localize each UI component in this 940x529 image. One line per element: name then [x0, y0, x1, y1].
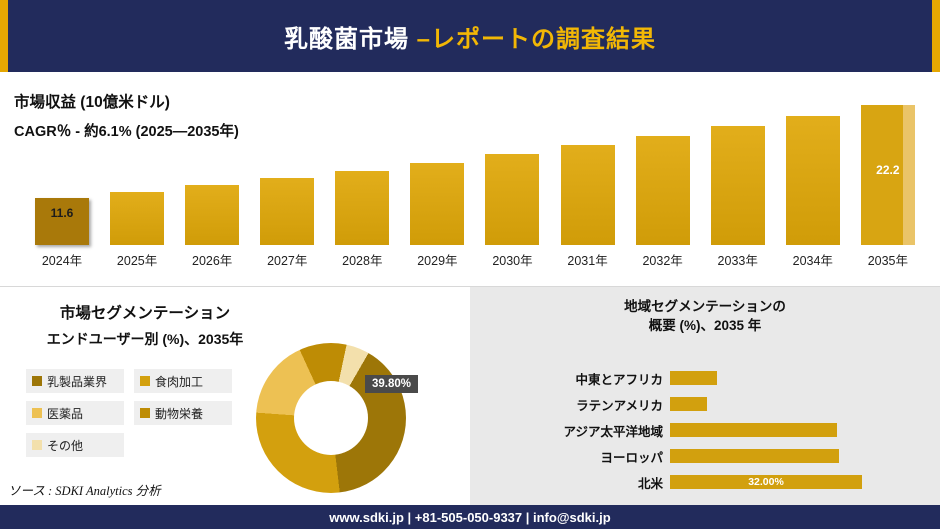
page-title: 乳酸菌市場 –レポートの調査結果	[284, 19, 656, 54]
region-row: ラテンアメリカ	[470, 391, 940, 417]
region-bar	[670, 423, 837, 437]
header-accent-left	[0, 0, 8, 72]
revenue-bar-group: 2030年	[484, 154, 540, 275]
revenue-chart-title: 市場収益 (10億米ドル)	[14, 94, 170, 111]
bottom-panels: 市場セグメンテーション エンドユーザー別 (%)、2035年 乳製品業界 食肉加工…	[0, 287, 940, 505]
region-bar	[670, 371, 717, 385]
legend-swatch-icon	[32, 440, 42, 450]
revenue-bar-chart: 11.6 2024年 2025年 2026年 2027年 2028年 2029年 2030年 2…	[34, 105, 916, 275]
bar-category-label: 2032年	[642, 254, 683, 268]
legend-swatch-icon	[32, 408, 42, 418]
revenue-bar-group: 22.2 2035年	[860, 105, 916, 275]
revenue-bar-group: 2032年	[635, 136, 691, 275]
regional-segmentation-panel: 地域セグメンテーションの 概要 (%)、2035 年 中東とアフリカ ラテンアメリ…	[470, 287, 940, 505]
regional-title-line2: 概要 (%)、2035 年	[648, 318, 762, 333]
revenue-bar	[335, 171, 390, 245]
revenue-cagr-subtitle: CAGR％ - 約6.1% (2025―2035年)	[14, 124, 239, 140]
revenue-bar-group: 2028年	[334, 171, 390, 275]
legend-swatch-icon	[140, 376, 150, 386]
legend-label: 動物栄養	[155, 406, 204, 421]
revenue-bar-group: 2025年	[109, 192, 165, 275]
footer-banner: www.sdki.jp | +81-505-050-9337 | info@sd…	[0, 505, 940, 529]
region-label: 北米	[637, 476, 663, 491]
legend-item: 乳製品業界	[26, 369, 124, 393]
bar-category-label: 2033年	[717, 254, 758, 268]
bar-value-label: 22.2	[876, 163, 900, 177]
regional-bar-chart: 中東とアフリカ ラテンアメリカアジア太平洋地域ヨーロッパ北米 32.00%	[470, 365, 940, 495]
revenue-bar	[110, 192, 165, 245]
bar-category-label: 2034年	[792, 254, 833, 268]
bar-category-label: 2026年	[192, 254, 233, 268]
revenue-bar	[560, 145, 615, 245]
revenue-bar: 11.6	[35, 198, 89, 245]
region-row: アジア太平洋地域	[470, 417, 940, 443]
region-label: 中東とアフリカ	[575, 372, 663, 387]
region-row: ヨーロッパ	[470, 443, 940, 469]
revenue-bar	[710, 126, 765, 245]
revenue-bar	[785, 116, 840, 245]
revenue-bar-group: 2026年	[184, 185, 240, 275]
revenue-bar-group: 2027年	[259, 178, 315, 275]
region-label: ヨーロッパ	[600, 450, 663, 465]
region-bar-value-label: 32.00%	[748, 476, 784, 488]
legend-swatch-icon	[140, 408, 150, 418]
header-accent-right	[932, 0, 940, 72]
region-row: 北米 32.00%	[470, 469, 940, 495]
legend-item: 動物栄養	[134, 401, 232, 425]
region-bar	[670, 397, 707, 411]
revenue-bar-group: 2029年	[409, 163, 465, 275]
bar-category-label: 2029年	[417, 254, 458, 268]
legend-label: 食肉加工	[155, 374, 204, 389]
header-banner: 乳酸菌市場 –レポートの調査結果	[0, 0, 940, 72]
legend-item: 食肉加工	[134, 369, 232, 393]
donut-legend: 乳製品業界 食肉加工医薬品 動物栄養その他	[26, 369, 232, 457]
donut-hole	[294, 381, 368, 455]
segmentation-title: 市場セグメンテーション	[59, 305, 231, 322]
regional-title: 地域セグメンテーションの 概要 (%)、2035 年	[470, 287, 940, 335]
bar-category-label: 2024年	[41, 254, 83, 268]
legend-label: その他	[47, 438, 84, 453]
revenue-bar	[260, 178, 315, 245]
bar-category-label: 2027年	[267, 254, 308, 268]
legend-label: 医薬品	[47, 406, 84, 421]
revenue-bar-group: 2031年	[560, 145, 616, 275]
page-title-main: 乳酸菌市場	[283, 25, 417, 53]
bar-category-label: 2025年	[116, 254, 158, 268]
revenue-bar: 22.2	[860, 105, 915, 245]
page-title-sub: –レポートの調査結果	[416, 25, 657, 53]
revenue-bar	[635, 136, 690, 245]
revenue-bar	[185, 185, 240, 245]
revenue-bar	[410, 163, 465, 245]
legend-label: 乳製品業界	[47, 374, 108, 389]
segmentation-subtitle: エンドユーザー別 (%)、2035年	[46, 331, 244, 347]
footer-contact-line: www.sdki.jp | +81-505-050-9337 | info@sd…	[329, 509, 611, 525]
bar-category-label: 2035年	[867, 254, 909, 268]
region-bar	[670, 449, 839, 463]
bar-category-label: 2028年	[342, 254, 383, 268]
source-note: ソース : SDKI Analytics 分析	[8, 484, 161, 498]
revenue-bar-group: 2034年	[785, 116, 841, 275]
regional-title-line1: 地域セグメンテーションの	[624, 299, 786, 314]
revenue-bar-group: 11.6 2024年	[34, 198, 90, 275]
revenue-bar-group: 2033年	[710, 126, 766, 275]
region-label: ラテンアメリカ	[576, 398, 663, 413]
bar-category-label: 2030年	[492, 254, 533, 268]
region-row: 中東とアフリカ	[470, 365, 940, 391]
legend-item: 医薬品	[26, 401, 124, 425]
legend-item: その他	[26, 433, 124, 457]
region-label: アジア太平洋地域	[563, 424, 663, 439]
donut-highlight-label: 39.80%	[364, 375, 418, 393]
revenue-bar	[485, 154, 540, 245]
bar-category-label: 2031年	[567, 254, 608, 268]
revenue-section: 市場収益 (10億米ドル) CAGR％ - 約6.1% (2025―2035年)…	[0, 78, 940, 287]
legend-swatch-icon	[32, 376, 42, 386]
bar-value-label: 11.6	[50, 206, 74, 220]
end-user-segmentation-panel: 市場セグメンテーション エンドユーザー別 (%)、2035年 乳製品業界 食肉加工…	[0, 287, 466, 505]
donut-chart: 39.80%	[256, 343, 418, 493]
region-bar: 32.00%	[670, 475, 862, 489]
